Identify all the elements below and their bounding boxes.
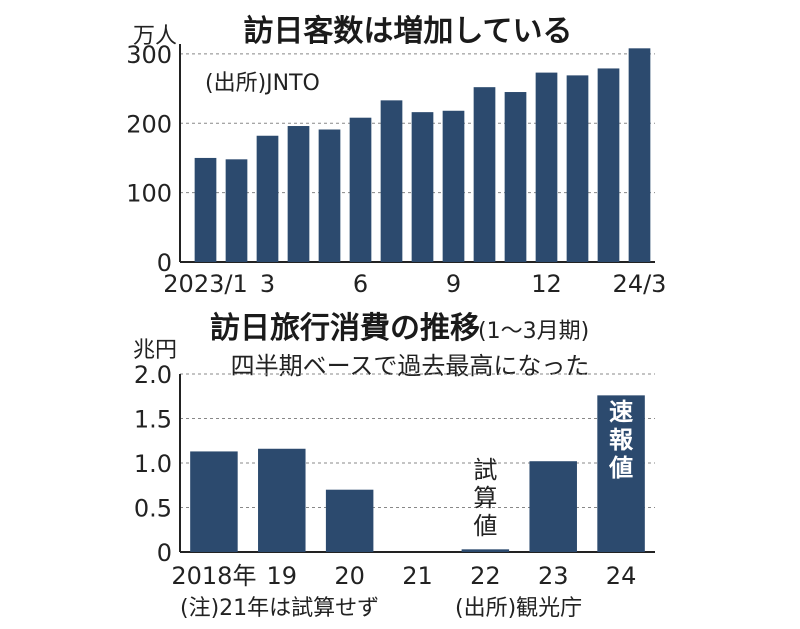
chart2-bar <box>597 395 645 552</box>
chart2-bar <box>190 451 238 552</box>
chart2-y-tick-label: 1.0 <box>134 450 172 478</box>
chart2-x-ticks: 2018年 19 20 21 22 23 24 <box>171 562 636 590</box>
chart2-gridlines <box>179 373 655 553</box>
chart2-x-tick-label: 23 <box>538 562 569 590</box>
chart1-bar <box>318 129 341 262</box>
chart1-bar <box>597 68 620 262</box>
chart2-y-tick-label: 0 <box>157 539 172 567</box>
chart1-bar <box>473 87 496 262</box>
chart2-y-ticks: 0 0.5 1.0 1.5 2.0 <box>134 361 172 567</box>
chart2-x-tick-label: 22 <box>470 562 501 590</box>
chart1-x-tick-label: 3 <box>260 270 275 298</box>
chart2-annotation-char: 値 <box>608 454 633 482</box>
chart2-annotation-char: 算 <box>473 484 497 512</box>
chart2-bar <box>529 461 577 552</box>
chart2-x-tick-label: 20 <box>334 562 365 590</box>
chart2-x-tick-label: 21 <box>402 562 433 590</box>
chart1-bar <box>256 135 279 262</box>
chart1-bars <box>194 48 651 263</box>
chart2-y-tick-label: 0.5 <box>134 495 172 523</box>
chart1-x-tick-label: 6 <box>353 270 368 298</box>
chart1-x-tick-label: 24/3 <box>613 270 667 298</box>
chart2-bar <box>258 448 306 552</box>
chart1-bar <box>225 159 248 262</box>
chart1-y-tick-label: 200 <box>126 110 172 138</box>
chart1-bar <box>411 112 434 263</box>
chart1-bar <box>442 110 465 262</box>
chart1-bar <box>380 100 403 262</box>
chart1-x-ticks: 2023/1 3 6 9 12 24/3 <box>163 270 666 298</box>
chart1-bar <box>628 48 651 263</box>
chart2-annotation-char: 速 <box>609 398 633 426</box>
chart2-annotation: 速報値 <box>608 398 634 482</box>
chart1-y-tick-label: 300 <box>126 41 172 69</box>
chart2-y-tick-label: 1.5 <box>134 406 172 434</box>
chart2-title: 訪日旅行消費の推移 <box>210 311 480 346</box>
chart2-note: (注)21年は試算せず <box>180 596 379 621</box>
chart2-unit: 兆円 <box>133 338 177 363</box>
chart2-annotation: 試算値 <box>473 456 497 540</box>
chart2-annotation-char: 試 <box>473 456 497 484</box>
chart1-y-ticks: 0 100 200 300 <box>126 41 172 277</box>
chart2-y-tick-label: 2.0 <box>134 361 172 389</box>
chart1-unit: 万人 <box>133 24 177 49</box>
chart2-x-tick-label: 2018年 <box>171 562 256 590</box>
chart2-annotation-char: 値 <box>473 512 497 540</box>
chart2-x-tick-label: 24 <box>606 562 637 590</box>
chart2-source: (出所)観光庁 <box>455 596 582 621</box>
chart1-bar <box>504 92 527 262</box>
chart1-bar <box>535 72 558 262</box>
chart1-source: (出所)JNTO <box>205 71 320 96</box>
chart1-x-tick-label: 12 <box>531 270 562 298</box>
chart1-x-tick-label: 9 <box>446 270 461 298</box>
chart1-bar <box>349 117 372 262</box>
chart2-subtitle: 四半期ベースで過去最高になった <box>231 352 590 380</box>
chart1-bar <box>287 126 310 263</box>
chart2-bar <box>461 549 510 552</box>
chart2-annotation-char: 報 <box>609 426 634 454</box>
chart1-x-tick-label: 2023/1 <box>163 270 247 298</box>
chart2-x-tick-label: 19 <box>267 562 298 590</box>
chart1-bar <box>566 75 589 262</box>
chart1-y-tick-label: 100 <box>126 180 172 208</box>
chart2-title-suffix: (1～3月期) <box>478 319 589 344</box>
chart1-title: 訪日客数は増加している <box>243 14 572 49</box>
chart1-y-tick-label: 0 <box>157 249 172 277</box>
chart1-bar <box>194 157 217 262</box>
chart2-bars <box>190 395 645 552</box>
chart2-bar <box>325 489 374 552</box>
